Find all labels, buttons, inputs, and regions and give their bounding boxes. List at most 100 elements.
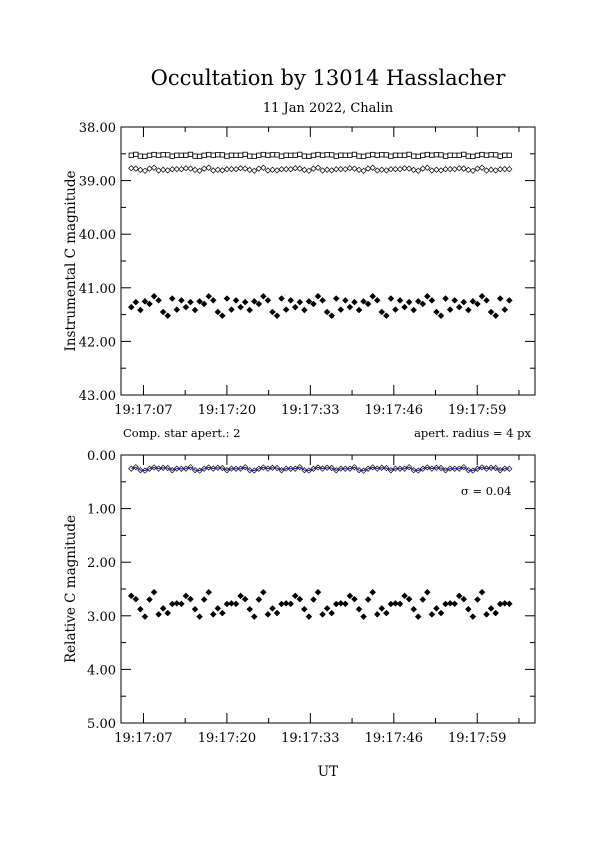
data-point-open-diamond [196, 167, 203, 174]
data-point-filled-diamond [455, 592, 463, 600]
data-point-filled-diamond [305, 613, 313, 620]
data-point-open-diamond [478, 164, 486, 171]
data-point-open-diamond [137, 166, 144, 173]
data-point-filled-diamond [319, 296, 326, 304]
bottom-y-axis-label: Relative C magnitude [63, 515, 79, 663]
data-point-filled-diamond [474, 300, 481, 308]
data-point-square [174, 152, 180, 158]
top-y-tick-label: 43.00 [79, 389, 116, 404]
data-point-filled-diamond [232, 297, 240, 304]
data-point-filled-diamond [264, 296, 272, 304]
data-point-open-diamond [451, 166, 458, 173]
data-point-square [151, 151, 157, 158]
top-y-axis-label: Instrumental C magnitude [63, 171, 79, 352]
data-point-open-diamond [497, 166, 504, 173]
bottom-y-tick-label: 2.00 [87, 556, 116, 571]
data-point-filled-diamond [200, 300, 208, 308]
data-point-filled-diamond [505, 600, 513, 608]
data-point-open-diamond [223, 166, 231, 173]
data-point-square [228, 152, 235, 158]
data-point-square [242, 151, 248, 157]
data-point-square [433, 152, 440, 158]
data-point-filled-diamond [219, 609, 226, 617]
data-point-square [206, 151, 212, 158]
data-point-square [128, 152, 134, 158]
data-point-filled-diamond [483, 296, 490, 304]
top-x-tick-label: 19:17:20 [198, 403, 256, 418]
top-y-tick-label: 41.00 [79, 282, 116, 297]
data-point-filled-diamond [164, 312, 172, 320]
data-point-open-diamond [264, 167, 272, 174]
data-point-open-diamond [278, 166, 285, 173]
data-point-open-diamond [383, 167, 390, 174]
bottom-x-tick-label: 19:17:46 [365, 731, 423, 746]
top-x-tick-label: 19:17:46 [365, 403, 423, 418]
data-point-square [256, 152, 262, 158]
data-point-square [502, 152, 508, 158]
data-point-filled-diamond [132, 298, 140, 306]
data-point-filled-diamond [341, 297, 349, 304]
data-point-open-diamond [237, 165, 244, 172]
data-point-filled-diamond [250, 613, 258, 620]
top-series-filled-diamond [127, 292, 513, 320]
data-point-filled-diamond [132, 595, 140, 603]
data-point-filled-diamond [182, 303, 190, 311]
data-point-open-diamond [246, 166, 253, 173]
data-point-filled-diamond [396, 297, 404, 304]
data-point-filled-diamond [296, 595, 304, 603]
data-point-square [260, 151, 266, 158]
data-point-filled-diamond [419, 300, 427, 308]
data-point-filled-diamond [460, 595, 468, 603]
data-point-square [160, 152, 166, 158]
data-point-open-diamond [501, 166, 508, 173]
data-point-filled-diamond [428, 296, 436, 304]
data-point-filled-diamond [323, 308, 331, 316]
data-point-open-diamond [205, 164, 212, 171]
data-point-filled-diamond [337, 306, 345, 313]
data-point-square [438, 152, 444, 158]
top-data-points [127, 151, 513, 320]
data-point-filled-diamond [228, 600, 235, 607]
data-point-filled-diamond [228, 306, 235, 313]
data-point-square [415, 153, 421, 159]
data-point-open-diamond [287, 166, 294, 173]
data-point-filled-diamond [287, 297, 295, 304]
data-point-filled-diamond [269, 308, 276, 316]
top-y-tick-label: 38.00 [79, 121, 116, 136]
top-x-tick-label: 19:17:59 [448, 403, 506, 418]
data-point-filled-diamond [382, 609, 390, 617]
data-point-square [324, 152, 330, 158]
data-point-filled-diamond [150, 588, 158, 596]
data-point-open-diamond [351, 165, 358, 172]
data-point-filled-diamond [492, 312, 500, 320]
data-point-filled-diamond [141, 613, 149, 620]
data-point-filled-diamond [191, 306, 199, 314]
data-point-filled-diamond [278, 295, 285, 302]
data-point-filled-diamond [446, 600, 454, 607]
data-point-square [483, 152, 490, 158]
data-point-filled-diamond [346, 592, 354, 600]
data-point-filled-diamond [460, 298, 468, 306]
data-point-open-diamond [355, 166, 363, 173]
data-point-square [278, 153, 285, 159]
data-point-filled-diamond [360, 613, 367, 620]
data-point-open-diamond [178, 166, 185, 173]
data-point-filled-diamond [378, 308, 386, 316]
data-point-square [146, 152, 153, 158]
data-point-square [233, 152, 239, 158]
bottom-series-filled-diamond [127, 588, 513, 620]
data-point-square [215, 152, 221, 158]
data-point-open-diamond [328, 167, 335, 174]
data-point-filled-diamond [168, 295, 176, 302]
data-point-open-diamond [232, 166, 240, 173]
data-point-filled-diamond [155, 610, 162, 618]
data-point-filled-diamond [364, 300, 372, 308]
data-point-filled-diamond [469, 613, 477, 620]
data-point-square [178, 152, 184, 158]
data-point-filled-diamond [127, 303, 135, 311]
data-point-square [251, 153, 257, 159]
data-point-open-diamond [301, 166, 308, 173]
comparison-fit-line [131, 466, 510, 472]
